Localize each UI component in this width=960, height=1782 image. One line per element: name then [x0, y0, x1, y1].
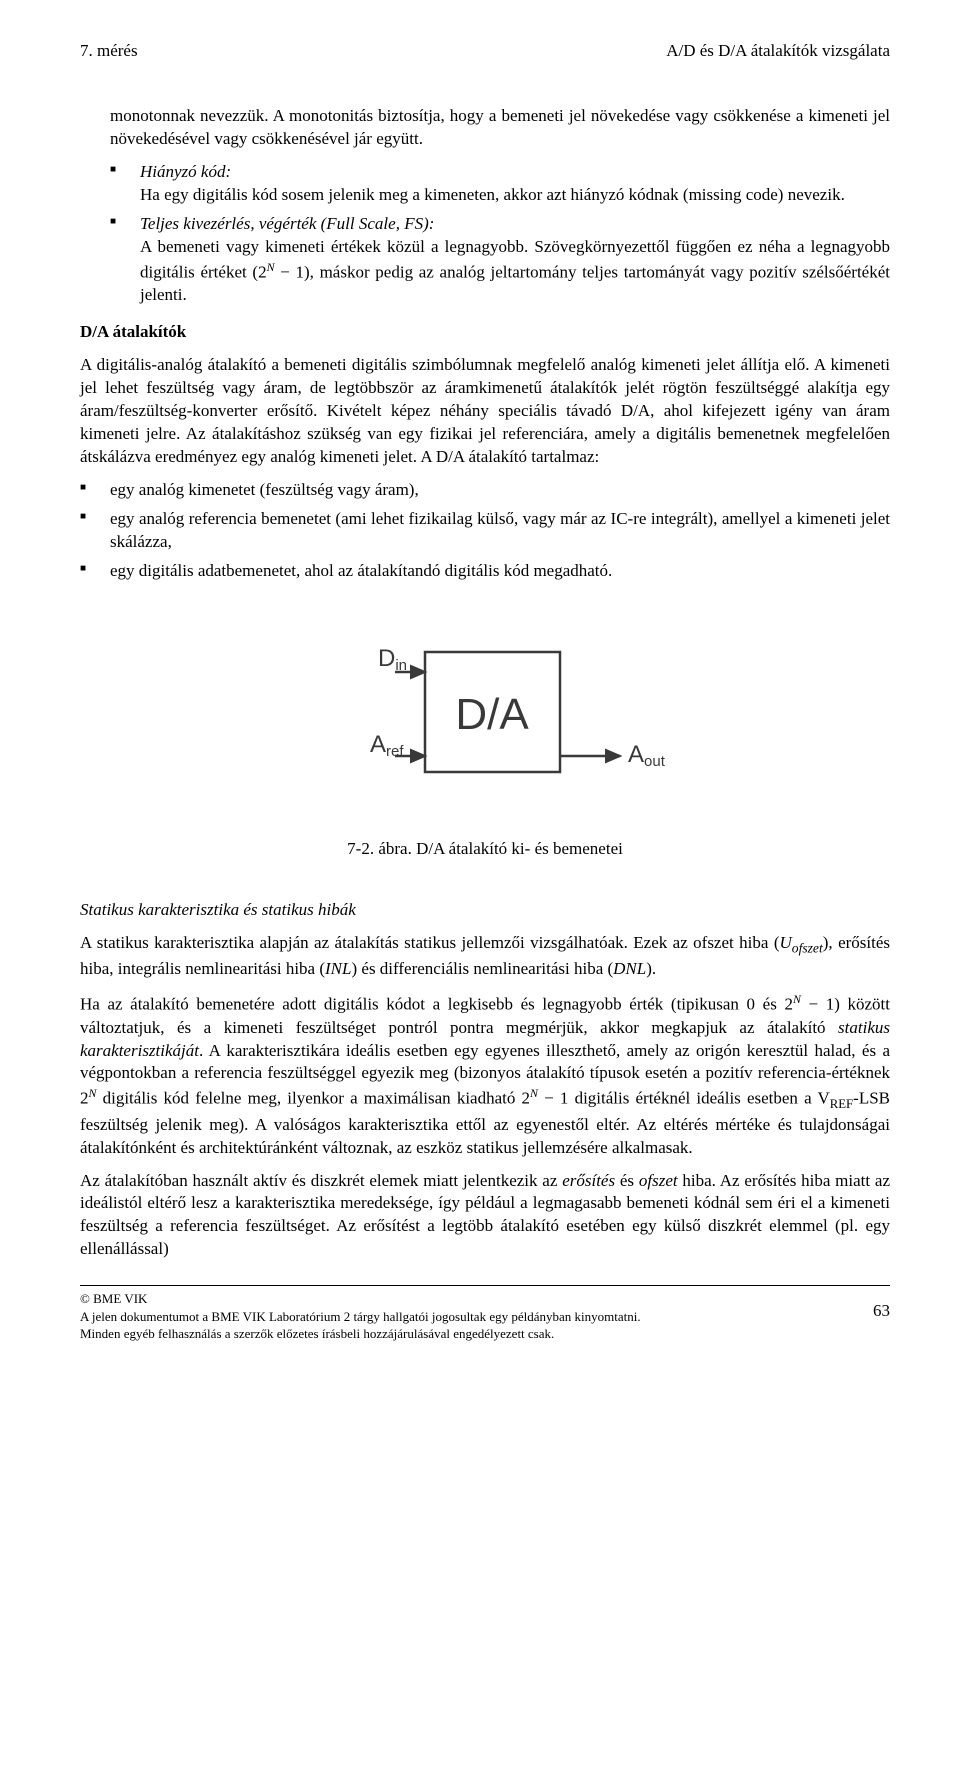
static-p3b: és: [615, 1171, 639, 1190]
header-left: 7. mérés: [80, 40, 138, 63]
static-p1c: ) és differenciális nemlinearitási hiba …: [351, 959, 613, 978]
def-missing-body: Ha egy digitális kód sosem jelenik meg a…: [140, 185, 845, 204]
figure-da-block: D/A Din Aref Aout: [80, 614, 890, 814]
ofszet-em: ofszet: [639, 1171, 678, 1190]
header-right: A/D és D/A átalakítók vizsgálata: [666, 40, 890, 63]
da-bullet-1: egy analóg kimenetet (feszültség vagy ár…: [80, 479, 890, 502]
def-full-scale: Teljes kivezérlés, végérték (Full Scale,…: [110, 213, 890, 307]
page-number: 63: [873, 1290, 890, 1323]
heading-da: D/A átalakítók: [80, 321, 890, 344]
def-missing-code: Hiányzó kód: Ha egy digitális kód sosem …: [110, 161, 890, 207]
u-ofszet-sub: ofszet: [792, 941, 823, 956]
p2-2n1-sup: N: [793, 992, 801, 1006]
da-bullet-3: egy digitális adatbemenetet, ahol az áta…: [80, 560, 890, 583]
def-fs-lead: Teljes kivezérlés, végérték (Full Scale,…: [140, 214, 434, 233]
static-p1a: A statikus karakterisztika alapján az át…: [80, 933, 780, 952]
definition-list: Hiányzó kód: Ha egy digitális kód sosem …: [110, 161, 890, 307]
static-p2: Ha az átalakító bemenetére adott digitál…: [80, 991, 890, 1160]
fs-expr-base: 2: [258, 262, 267, 281]
static-p2d: digitális kód felelne meg, ilyenkor a ma…: [96, 1089, 521, 1108]
u-ofszet-main: U: [780, 933, 792, 952]
aout-label: Aout: [628, 741, 666, 770]
da-box-label: D/A: [455, 690, 529, 739]
da-intro: A digitális-analóg átalakító a bemeneti …: [80, 354, 890, 469]
p2-2n-base: 2: [80, 1089, 89, 1108]
inl-abbr: INL: [325, 959, 351, 978]
p2-2n1-tail: − 1: [801, 995, 834, 1014]
static-p2a: Ha az átalakító bemenetére adott digitál…: [80, 995, 784, 1014]
static-p3a: Az átalakítóban használt aktív és diszkr…: [80, 1171, 562, 1190]
footer-line-1: © BME VIK: [80, 1290, 863, 1308]
p2-2n1-base: 2: [784, 995, 793, 1014]
footer-line-3: Minden egyéb felhasználás a szerzők előz…: [80, 1325, 863, 1343]
static-p2e: digitális értéknél ideális esetben a V: [568, 1089, 829, 1108]
da-block-diagram: D/A Din Aref Aout: [270, 614, 700, 814]
p2-2n1b-tail: − 1: [538, 1089, 568, 1108]
dnl-abbr: DNL: [613, 959, 646, 978]
erosites-em: erősítés: [562, 1171, 615, 1190]
da-feature-list: egy analóg kimenetet (feszültség vagy ár…: [80, 479, 890, 583]
din-label: Din: [378, 645, 407, 674]
p2-2n1b-base: 2: [522, 1089, 531, 1108]
heading-static: Statikus karakterisztika és statikus hib…: [80, 899, 890, 922]
p2-2n1b-sup: N: [530, 1086, 538, 1100]
footer-line-2: A jelen dokumentumot a BME VIK Laboratór…: [80, 1308, 863, 1326]
static-p1: A statikus karakterisztika alapján az át…: [80, 932, 890, 981]
page-header: 7. mérés A/D és D/A átalakítók vizsgálat…: [80, 40, 890, 63]
vref-sub: REF: [830, 1097, 853, 1111]
figure-caption: 7-2. ábra. D/A átalakító ki- és bemenete…: [80, 838, 890, 861]
footer-text: © BME VIK A jelen dokumentumot a BME VIK…: [80, 1290, 863, 1343]
page-footer: © BME VIK A jelen dokumentumot a BME VIK…: [80, 1285, 890, 1343]
fs-expr-sup: N: [267, 260, 275, 274]
def-missing-lead: Hiányzó kód:: [140, 162, 231, 181]
static-p1d: ).: [646, 959, 656, 978]
static-p2c: . A karakterisztikára ideális esetben eg…: [80, 1041, 890, 1083]
fs-expr-tail: − 1: [275, 262, 304, 281]
static-p3: Az átalakítóban használt aktív és diszkr…: [80, 1170, 890, 1262]
da-bullet-2: egy analóg referencia bemenetet (ami leh…: [80, 508, 890, 554]
def-monoton: monotonnak nevezzük. A monotonitás bizto…: [110, 105, 890, 151]
